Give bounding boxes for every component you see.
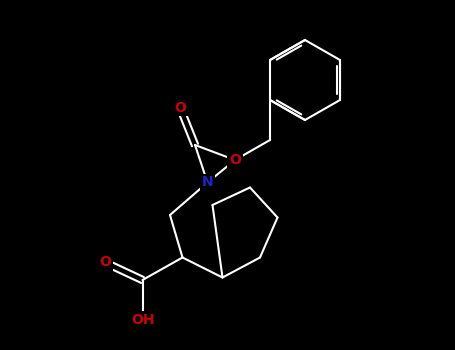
Text: O: O xyxy=(99,256,111,270)
Text: O: O xyxy=(229,153,241,167)
Text: OH: OH xyxy=(131,313,154,327)
Text: O: O xyxy=(174,100,186,114)
Text: N: N xyxy=(202,175,213,189)
